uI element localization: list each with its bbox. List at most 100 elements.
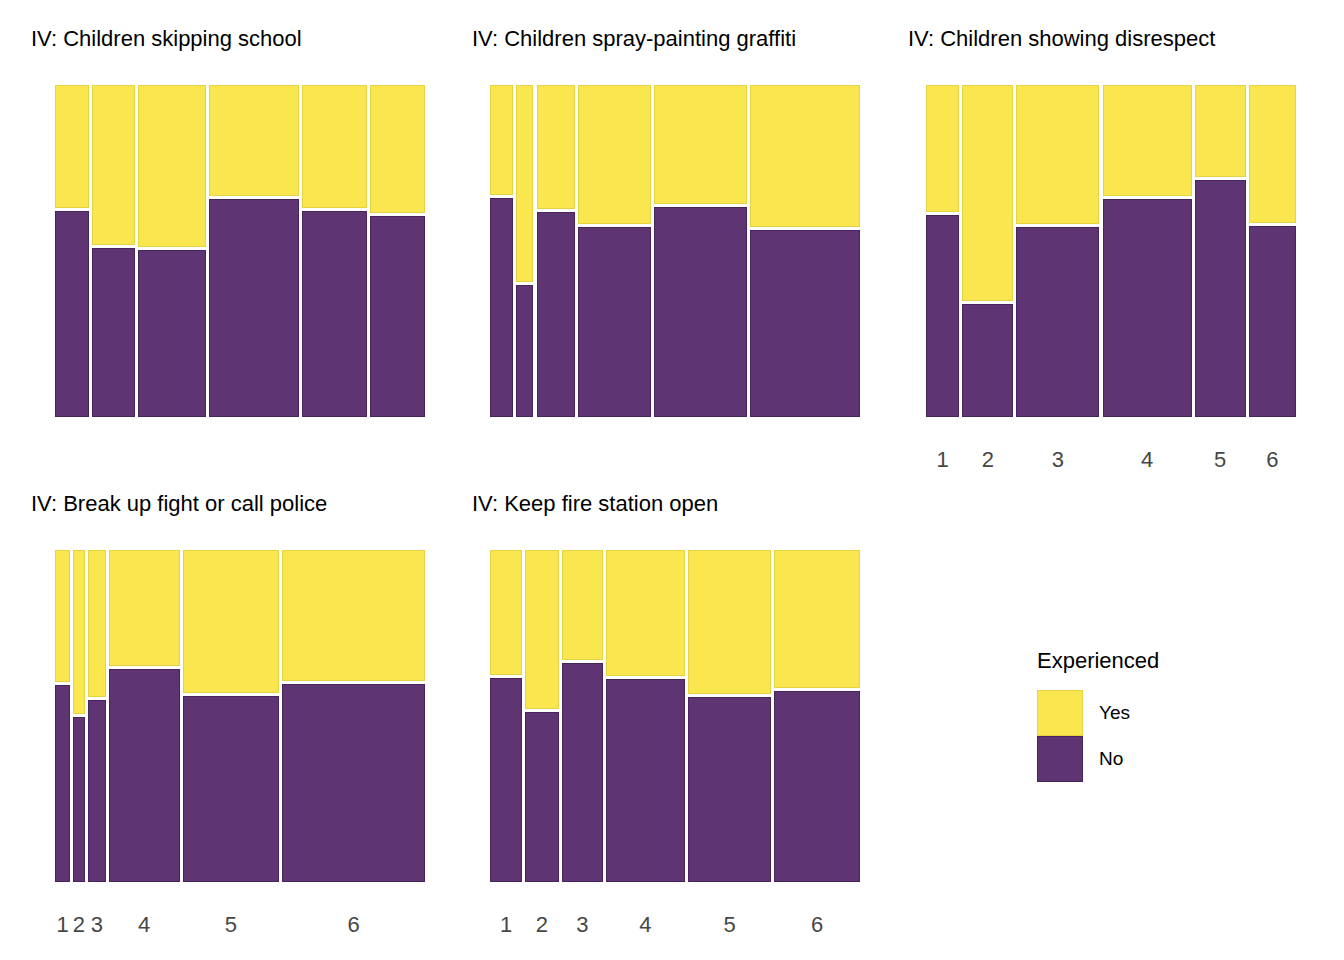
mosaic-bar — [688, 550, 772, 882]
x-axis-labels: 12 3 4 5 6 — [490, 913, 860, 939]
segment-no — [688, 697, 772, 882]
x-tick-label: 6 — [347, 913, 359, 937]
segment-yes — [578, 85, 651, 224]
x-tick-label: 5 — [225, 913, 237, 937]
x-tick-label: 3 — [1052, 448, 1064, 472]
mosaic-bar — [926, 85, 959, 417]
segment-no — [55, 685, 70, 882]
mosaic-bar — [525, 550, 559, 882]
mosaic-bar — [562, 550, 603, 882]
segment-no — [562, 663, 603, 882]
legend-item-yes: Yes — [1037, 690, 1159, 736]
mosaic-bar — [490, 550, 522, 882]
mosaic-bar — [183, 550, 279, 882]
x-tick-label: 4 — [639, 913, 651, 937]
segment-no — [92, 248, 135, 417]
mosaic-bar — [654, 85, 747, 417]
segment-yes — [537, 85, 575, 209]
segment-yes — [55, 550, 70, 682]
mosaic-plot — [490, 85, 860, 417]
segment-no — [537, 212, 575, 417]
legend-title: Experienced — [1037, 648, 1159, 674]
segment-no — [88, 700, 106, 882]
mosaic-bar — [962, 85, 1013, 417]
mosaic-bar — [138, 85, 206, 417]
mosaic-bar — [606, 550, 685, 882]
segment-yes — [1195, 85, 1246, 177]
panel-title: IV: Children spray-painting graffiti — [472, 26, 796, 52]
segment-yes — [562, 550, 603, 660]
mosaic-bar — [109, 550, 180, 882]
panel-title: IV: Children showing disrespect — [908, 26, 1215, 52]
segment-no — [490, 678, 522, 882]
segment-no — [282, 684, 425, 882]
segment-yes — [926, 85, 959, 212]
legend-swatch-no-icon — [1037, 736, 1083, 782]
segment-no — [578, 227, 651, 417]
mosaic-bar — [1016, 85, 1099, 417]
segment-no — [1195, 180, 1246, 417]
x-tick-label: 5 — [1214, 448, 1226, 472]
segment-yes — [750, 85, 860, 227]
segment-no — [606, 679, 685, 882]
mosaic-plot — [926, 85, 1296, 417]
segment-yes — [282, 550, 425, 681]
panel-title: IV: Children skipping school — [31, 26, 302, 52]
mosaic-bar — [88, 550, 106, 882]
segment-no — [1249, 226, 1296, 417]
segment-yes — [73, 550, 85, 714]
x-tick-label: 2 — [536, 913, 548, 937]
mosaic-bar — [282, 550, 425, 882]
segment-no — [138, 250, 206, 417]
segment-no — [55, 211, 89, 417]
legend-label-yes: Yes — [1099, 702, 1130, 724]
segment-no — [183, 696, 279, 882]
mosaic-bar — [1103, 85, 1192, 417]
panel-title: IV: Keep fire station open — [472, 491, 718, 517]
x-tick-label: 3 — [576, 913, 588, 937]
segment-yes — [688, 550, 772, 694]
panel-title: IV: Break up fight or call police — [31, 491, 327, 517]
segment-no — [926, 215, 959, 418]
x-axis-labels: 123456 — [55, 913, 425, 939]
legend-swatch-yes-icon — [1037, 690, 1083, 736]
segment-no — [109, 669, 180, 883]
segment-no — [774, 691, 860, 882]
segment-yes — [606, 550, 685, 676]
segment-yes — [490, 85, 513, 195]
mosaic-bar — [490, 85, 513, 417]
segment-no — [370, 216, 425, 417]
segment-no — [525, 712, 559, 882]
segment-yes — [774, 550, 860, 688]
segment-no — [750, 230, 860, 417]
segment-yes — [370, 85, 425, 213]
x-tick-label: 6 — [1266, 448, 1278, 472]
segment-yes — [55, 85, 89, 208]
mosaic-plot — [55, 550, 425, 882]
segment-yes — [88, 550, 106, 697]
segment-yes — [1016, 85, 1099, 224]
mosaic-plot — [55, 85, 425, 417]
mosaic-bar — [370, 85, 425, 417]
x-tick-label: 5 — [723, 913, 735, 937]
segment-no — [516, 285, 534, 417]
segment-no — [73, 717, 85, 882]
mosaic-bar — [209, 85, 299, 417]
x-tick-label: 1 — [500, 913, 512, 937]
segment-yes — [209, 85, 299, 196]
segment-yes — [654, 85, 747, 204]
segment-yes — [183, 550, 279, 693]
mosaic-bar — [537, 85, 575, 417]
legend-item-no: No — [1037, 736, 1159, 782]
x-tick-label: 1 — [56, 913, 68, 937]
x-tick-label: 6 — [811, 913, 823, 937]
segment-no — [1016, 227, 1099, 417]
segment-yes — [109, 550, 180, 666]
mosaic-bar — [55, 550, 70, 882]
mosaic-bar — [578, 85, 651, 417]
legend-label-no: No — [1099, 748, 1123, 770]
segment-no — [302, 211, 368, 418]
mosaic-plot — [490, 550, 860, 882]
mosaic-bar — [516, 85, 534, 417]
segment-no — [1103, 199, 1192, 417]
